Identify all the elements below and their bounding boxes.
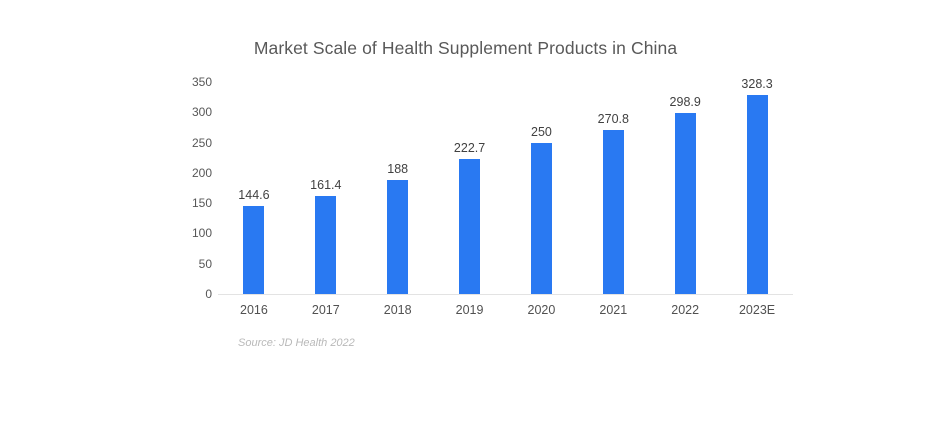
bar-group[interactable]: 144.6 2016	[218, 82, 290, 317]
bar-value-label: 188	[387, 162, 409, 177]
bar-group[interactable]: 161.4 2017	[290, 82, 362, 317]
x-axis-category-label: 2020	[527, 303, 556, 317]
x-axis-category-label: 2018	[383, 303, 412, 317]
x-axis-category-label: 2022	[671, 303, 700, 317]
bar-group[interactable]: 270.8 2021	[577, 82, 649, 317]
y-axis-tick-label: 300	[191, 105, 212, 120]
bar-group[interactable]: 250 2020	[506, 82, 578, 317]
y-axis-tick-label: 200	[191, 165, 212, 180]
bar-value-label: 328.3	[741, 77, 773, 92]
x-axis-category-label: 2019	[455, 303, 484, 317]
y-axis-tick-label: 100	[191, 226, 212, 241]
bar-group[interactable]: 188 2018	[362, 82, 434, 317]
y-axis-tick-label: 0	[205, 287, 212, 301]
bar-value-label: 298.9	[669, 94, 701, 109]
x-axis-category-label: 2016	[240, 303, 268, 317]
bar-value-label: 250	[531, 124, 552, 139]
bar-value-label: 144.6	[238, 188, 270, 203]
y-axis-tick-label: 250	[191, 135, 212, 150]
y-axis-tick-label: 350	[191, 75, 212, 89]
y-axis-tick-label: 150	[191, 196, 212, 211]
bar-group[interactable]: 328.3 2023E	[721, 77, 793, 317]
y-axis-tick-labels: 0 50 100 150 200 250 300 350	[172, 0, 212, 428]
y-axis-tick-label: 50	[198, 256, 212, 271]
source-note: Source: JD Health 2022	[238, 337, 355, 349]
bar-value-label: 222.7	[453, 141, 486, 156]
bar[interactable]	[674, 112, 696, 294]
bar[interactable]	[315, 196, 337, 294]
x-axis-category-label: 2017	[311, 303, 340, 317]
bar[interactable]	[243, 206, 265, 294]
bar[interactable]	[459, 159, 481, 294]
plot-area: 144.6 2016 161.4 2017 188 2018 222.7 2019 250 202…	[218, 77, 793, 317]
bar[interactable]	[746, 95, 768, 294]
bar-value-label: 270.8	[597, 111, 629, 126]
bar[interactable]	[530, 142, 552, 294]
x-axis-line	[218, 294, 793, 295]
chart-title: Market Scale of Health Supplement Produc…	[253, 38, 678, 58]
bar[interactable]	[387, 180, 409, 294]
bar[interactable]	[602, 129, 624, 294]
x-axis-category-label: 2023E	[738, 303, 776, 317]
bar-value-label: 161.4	[310, 178, 342, 193]
bar-group[interactable]: 298.9 2022	[649, 82, 721, 317]
bar-group[interactable]: 222.7 2019	[434, 82, 506, 317]
x-axis-category-label: 2021	[599, 303, 628, 317]
